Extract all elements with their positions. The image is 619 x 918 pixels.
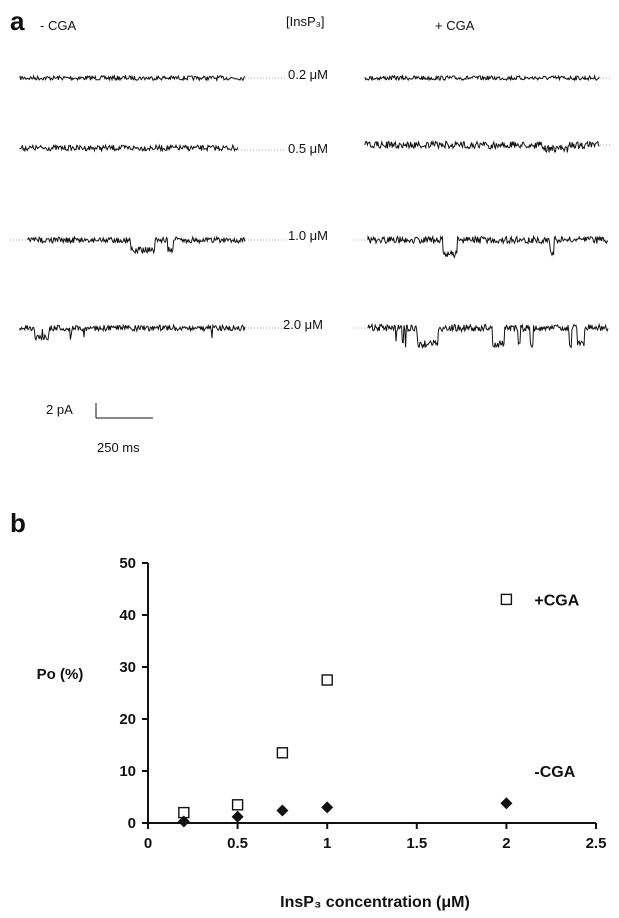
point-plus-cga-3 (321, 674, 333, 686)
conc-label-1: 0.5 μM (288, 141, 329, 156)
point-plus-cga-4 (500, 593, 513, 606)
y-axis-label: Po (%) (37, 666, 84, 683)
conc-label-0: 0.2 μM (288, 67, 329, 82)
trace-6 (19, 323, 246, 342)
trace-1 (364, 73, 600, 82)
y-tick-label-1: 10 (119, 763, 136, 780)
x-tick-label-5: 2.5 (586, 835, 607, 852)
point-minus-cga-1 (231, 810, 244, 823)
header-insp3: [InsP₃] (286, 14, 325, 29)
x-tick-label-4: 2 (502, 835, 510, 852)
x-axis-label: InsP₃ concentration (μM) (280, 894, 470, 911)
y-tick-label-5: 50 (119, 555, 136, 572)
y-tick-label-3: 30 (119, 659, 136, 676)
conc-label-3: 2.0 μM (283, 317, 324, 332)
trace-3 (364, 139, 600, 154)
x-tick-label-2: 1 (323, 835, 331, 852)
y-tick-label-2: 20 (119, 711, 136, 728)
y-tick-label-4: 40 (119, 607, 136, 624)
point-plus-cga-1 (231, 799, 244, 811)
trace-2 (19, 143, 239, 153)
scale-bar (95, 403, 153, 419)
current-traces (10, 73, 610, 419)
panel-b-letter: b (10, 508, 26, 538)
trace-0 (19, 73, 246, 83)
trace-4 (27, 235, 246, 255)
x-tick-label-0: 0 (144, 835, 152, 852)
series-label-minus-cga: -CGA (534, 764, 575, 781)
point-minus-cga-3 (321, 801, 334, 814)
point-minus-cga-2 (276, 804, 289, 817)
y-tick-label-0: 0 (128, 815, 136, 832)
header-plus-cga: + CGA (435, 18, 475, 33)
header-minus-cga: - CGA (40, 18, 77, 33)
conc-label-2: 1.0 μM (288, 228, 329, 243)
point-minus-cga-4 (500, 797, 513, 810)
point-minus-cga-0 (177, 815, 190, 828)
x-tick-label-1: 0.5 (227, 835, 248, 852)
scale-time-label: 250 ms (97, 440, 140, 455)
panel-a-letter: a (10, 6, 25, 36)
trace-7 (367, 322, 609, 350)
trace-5 (367, 234, 609, 259)
series-label-plus-cga: +CGA (534, 592, 579, 609)
scale-current-label: 2 pA (46, 402, 73, 417)
point-plus-cga-2 (276, 747, 289, 759)
x-tick-label-3: 1.5 (406, 835, 427, 852)
